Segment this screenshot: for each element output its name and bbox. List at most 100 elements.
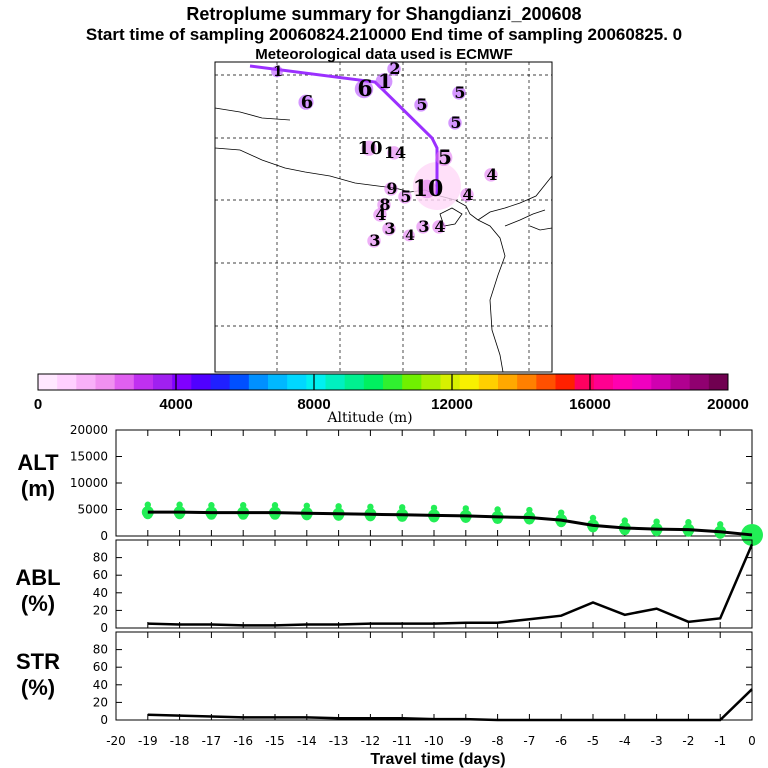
map-cluster-dot (387, 62, 401, 76)
colorbar-cell (459, 374, 480, 390)
colorbar-cell (478, 374, 499, 390)
x-axis: -20 -19 -18 -17 -16 -15 -14 -13 -12 -11 -10 -9 -8 -7-… (106, 734, 756, 748)
y-tick-label: 80 (93, 551, 108, 565)
map-cluster-label: 14 (384, 143, 406, 162)
meteo-source: Meteorological data used is ECMWF (255, 46, 513, 63)
y-tick-label: 60 (93, 568, 108, 582)
panel-ylabel: STR (16, 649, 60, 674)
y-tick-label: 20 (93, 603, 108, 617)
map-cluster-label: 2 (389, 59, 400, 78)
x-tick-label: -8 (492, 734, 504, 748)
map-cluster-dot (460, 188, 474, 202)
x-tick-label: -7 (523, 734, 535, 748)
map-cluster-dot (416, 220, 430, 234)
colorbar-frame (37, 373, 729, 391)
trajectory-line (249, 64, 439, 196)
colorbar-tick: 4000 (159, 396, 192, 413)
panel-ylabel-unit: (m) (21, 476, 55, 501)
map-cluster-dot (271, 65, 283, 78)
map-cluster-dot (298, 94, 314, 110)
panel-abl: 80 60 40 20 0 ABL(%) (15, 539, 754, 635)
map-cluster-label: 6 (301, 92, 314, 113)
colorbar-cell (421, 374, 441, 390)
colorbar-cell (248, 374, 269, 390)
colorbar-cell (555, 374, 576, 390)
colorbar-tick: 20000 (707, 396, 749, 413)
x-tick-label: -5 (587, 734, 599, 748)
map-cluster-label: 3 (369, 231, 380, 250)
chart-title: Retroplume summary for Shangdianzi_20060… (186, 4, 582, 24)
x-tick-label: -16 (233, 734, 253, 748)
map-cluster-label: 3 (418, 217, 429, 236)
map-cluster-label: 4 (434, 217, 445, 236)
colorbar-cell (191, 374, 211, 390)
map-cluster-label: 4 (375, 205, 386, 224)
x-tick-label: -12 (361, 734, 381, 748)
colorbar-cell (613, 374, 633, 390)
map-cluster-label: 5 (454, 83, 465, 102)
colorbar-cell (153, 374, 173, 390)
colorbar-cell (632, 374, 652, 390)
map-cluster-dot (417, 179, 437, 199)
map-cluster-label: 5 (438, 145, 452, 169)
y-tick-label: 60 (93, 660, 108, 674)
panel-ylabel-unit: (%) (21, 675, 55, 700)
map-cluster-dot (452, 86, 466, 100)
map-cluster-label: 8 (379, 195, 390, 214)
colorbar-cell (287, 374, 307, 390)
colorbar-cell (57, 374, 77, 390)
series-line-alt (147, 510, 753, 537)
y-tick-label: 10000 (70, 476, 108, 490)
y-tick-label: 80 (93, 643, 108, 657)
x-tick-label: -3 (651, 734, 663, 748)
map-cluster-label: 10 (413, 176, 444, 202)
colorbar-cell (689, 374, 710, 390)
panel-alt: 20000 15000 10000 5000 0 ALT(m) (17, 423, 763, 546)
map-cluster-label: 4 (486, 165, 497, 184)
map-cluster-dot (414, 98, 428, 112)
colorbar-tick: 12000 (431, 396, 473, 413)
colorbar-cell (229, 374, 250, 390)
y-tick-label: 40 (93, 678, 108, 692)
map-cluster-dot (367, 234, 381, 248)
map-cluster-label: 3 (384, 219, 395, 238)
colorbar-cell (76, 374, 96, 390)
colorbar-cell (498, 374, 518, 390)
x-tick-label: -17 (202, 734, 222, 748)
colorbar-tick: 8000 (297, 396, 330, 413)
map-cluster-dot (484, 168, 498, 182)
x-tick-label: -1 (714, 734, 726, 748)
colorbar-cell (268, 374, 288, 390)
colorbar-cell (536, 374, 556, 390)
colorbar-cell (363, 374, 384, 390)
map-cluster-label: 10 (357, 138, 382, 159)
panel-frame (115, 539, 753, 629)
y-tick-label: 40 (93, 586, 108, 600)
x-tick-label: -6 (555, 734, 567, 748)
y-tick-label: 15000 (70, 450, 108, 464)
y-tick-label: 5000 (77, 503, 108, 517)
colorbar-cell (593, 374, 614, 390)
map-cluster-dot (435, 149, 453, 167)
x-tick-label: -18 (170, 734, 190, 748)
colorbar-cell (574, 374, 595, 390)
colorbar-cell (210, 374, 231, 390)
panel-str: 80 60 40 20 0 STR(%) (16, 631, 753, 727)
y-tick-label: 20 (93, 695, 108, 709)
panel-frame (115, 631, 753, 721)
series-line-abl (147, 543, 754, 627)
colorbar-cell (306, 374, 326, 390)
map-cluster-dot (448, 116, 462, 130)
altitude-colorbar: 0 4000 8000 12000 16000 20000 Altitude (m) (34, 373, 749, 426)
x-tick-label: 0 (748, 734, 756, 748)
x-tick-label: -20 (106, 734, 126, 748)
colorbar-label: Altitude (m) (326, 410, 412, 426)
series-line-str (147, 688, 753, 722)
map-cluster-dot (361, 140, 377, 156)
x-tick-label: -2 (682, 734, 694, 748)
colorbar-cell (38, 374, 58, 390)
map-cluster-label: 5 (450, 113, 461, 132)
colorbar-cell (133, 374, 154, 390)
